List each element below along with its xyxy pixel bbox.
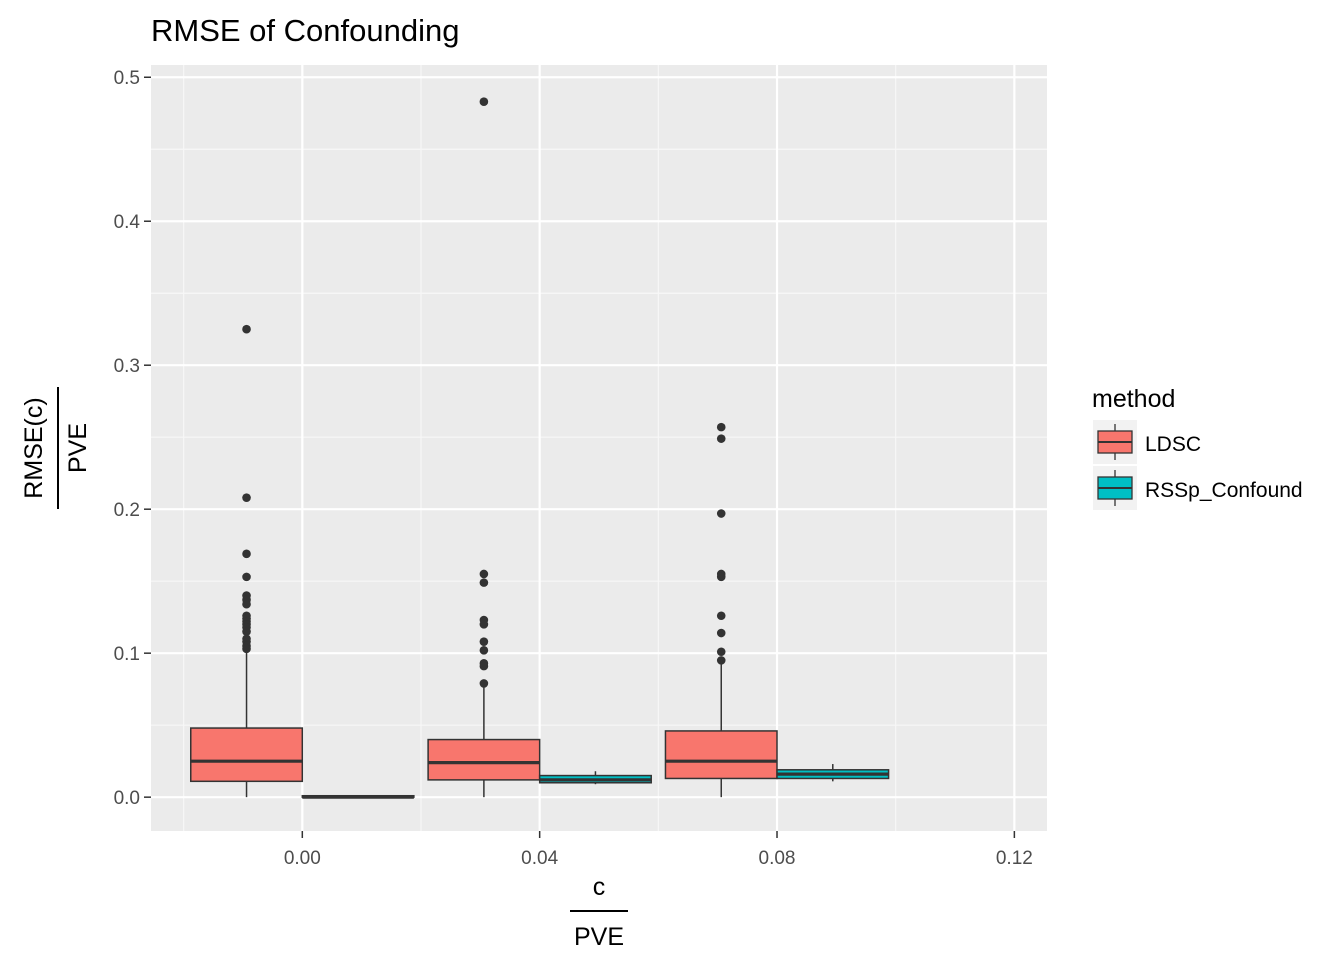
outlier-point — [716, 628, 726, 638]
x-axis: 0.00 0.04 0.08 0.12 — [284, 831, 1033, 869]
y-axis-label-numerator: RMSE(c) — [20, 397, 48, 498]
outlier-point — [479, 637, 489, 646]
box-ldsc — [427, 97, 541, 798]
outlier-point — [242, 644, 251, 654]
y-tick-label: 0.0 — [114, 788, 140, 809]
x-tick-label: 0.12 — [996, 848, 1033, 869]
outlier-point — [242, 549, 251, 559]
y-tick-label: 0.5 — [114, 68, 140, 89]
x-tick-label: 0.04 — [521, 848, 558, 869]
y-tick-label: 0.1 — [114, 644, 140, 665]
outlier-point — [479, 679, 489, 688]
legend: method LDSC RSSp_Confound — [1092, 385, 1303, 510]
outlier-point — [479, 645, 489, 655]
x-axis-label-numerator: c — [593, 873, 606, 901]
y-tick-label: 0.2 — [114, 500, 140, 521]
minor-gridlines — [151, 65, 1047, 831]
y-axis: 0.0 0.1 0.2 0.3 0.4 0.5 — [114, 68, 151, 809]
plot-panel — [151, 65, 1047, 831]
outlier-point — [479, 97, 489, 107]
box-iqr — [190, 727, 304, 783]
chart-title: RMSE of Confounding — [151, 13, 459, 48]
outlier-point — [716, 422, 726, 432]
outlier-point — [716, 656, 726, 665]
outlier-point — [242, 324, 251, 334]
legend-entry-ldsc: LDSC — [1093, 420, 1201, 464]
outlier-point — [242, 493, 251, 502]
legend-label-ldsc: LDSC — [1145, 433, 1201, 456]
box-rssp-confound — [538, 771, 652, 785]
box-ldsc — [664, 422, 778, 798]
box-iqr — [664, 730, 778, 780]
legend-title: method — [1092, 385, 1175, 413]
outlier-point — [716, 647, 726, 657]
box-iqr — [427, 738, 541, 781]
box-layer — [190, 97, 890, 799]
y-axis-label-denominator: PVE — [64, 423, 92, 473]
y-tick-label: 0.4 — [114, 212, 141, 233]
x-axis-label: c PVE — [570, 873, 628, 951]
outlier-point — [716, 611, 726, 621]
outlier-point — [479, 569, 489, 579]
box-rssp-confound — [301, 794, 415, 799]
outlier-point — [716, 572, 726, 582]
x-tick-label: 0.08 — [759, 848, 796, 869]
box-rssp-confound — [776, 764, 890, 782]
outlier-point — [242, 572, 251, 582]
outlier-point — [479, 620, 489, 629]
box-ldsc — [190, 324, 304, 798]
outlier-point — [716, 434, 726, 443]
major-gridlines — [151, 65, 1047, 831]
y-tick-label: 0.3 — [114, 356, 140, 377]
outlier-point — [716, 509, 726, 518]
legend-entry-rssp-confound: RSSp_Confound — [1093, 466, 1303, 510]
legend-label-rssp-confound: RSSp_Confound — [1145, 479, 1303, 502]
outlier-point — [242, 599, 251, 609]
outlier-point — [479, 578, 489, 587]
y-axis-label: RMSE(c) PVE — [20, 387, 92, 509]
outlier-point — [479, 661, 489, 671]
x-axis-label-denominator: PVE — [574, 923, 624, 951]
outlier-point — [242, 627, 251, 636]
x-tick-label: 0.00 — [284, 848, 321, 869]
